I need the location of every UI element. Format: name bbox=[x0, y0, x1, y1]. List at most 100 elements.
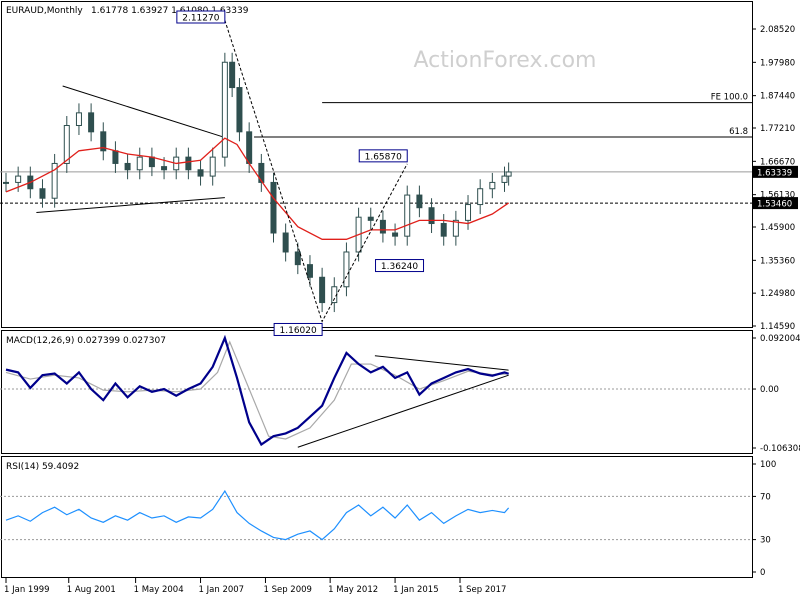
macd-y-tick-label: 0.00 bbox=[760, 385, 779, 395]
candle-body bbox=[331, 286, 338, 304]
annotation-box bbox=[273, 322, 323, 336]
macd-y-tick-label: -0.106308 bbox=[760, 444, 800, 454]
x-tick-label: 1 May 2012 bbox=[328, 585, 378, 595]
candle-body bbox=[306, 264, 313, 278]
rsi-y-tick-label: 70 bbox=[760, 492, 771, 502]
candle-body bbox=[489, 181, 496, 190]
x-tick-label: 1 May 2004 bbox=[134, 585, 184, 595]
candle-body bbox=[246, 131, 253, 164]
candle-body bbox=[452, 219, 459, 237]
candle-body bbox=[270, 181, 277, 234]
candle-body bbox=[3, 181, 9, 184]
candle-body bbox=[236, 87, 243, 133]
moving-average-group bbox=[5, 137, 509, 240]
candle-body bbox=[440, 223, 447, 237]
support-price-tag bbox=[753, 197, 798, 210]
rsi-group bbox=[0, 489, 752, 541]
rsi-y-tick-label: 0 bbox=[760, 568, 765, 578]
x-axis-group: 1 Jan 1999 1 Aug 2001 1 May 2004 1 Jan 2007… bbox=[4, 578, 506, 595]
candle-body bbox=[100, 131, 107, 152]
candle-body bbox=[477, 188, 484, 206]
rsi-panel-frame bbox=[1, 456, 753, 578]
candle-body bbox=[75, 112, 82, 127]
candle-body bbox=[428, 207, 435, 225]
candle-body bbox=[367, 216, 374, 221]
candle-body bbox=[15, 175, 22, 183]
macd-group bbox=[0, 334, 752, 448]
price-y-tick-label: 1.87440 bbox=[760, 92, 795, 102]
candle-body bbox=[39, 188, 46, 199]
support-price-tag-label: 1.53460 bbox=[757, 200, 792, 210]
fe-100-label: FE 100.0 bbox=[711, 93, 748, 103]
triangle-upper-line bbox=[62, 85, 223, 138]
price-y-tick-label: 1.97980 bbox=[760, 58, 795, 68]
macd-signal-line bbox=[5, 340, 509, 440]
candle-body bbox=[379, 219, 386, 234]
annotation-label: 1.65870 bbox=[365, 152, 402, 162]
candle-body bbox=[229, 61, 236, 89]
x-tick-label: 1 Sep 2009 bbox=[263, 585, 311, 595]
price-annotations-group: 2.11270 1.65870 1.36240 1.16020 bbox=[36, 10, 425, 336]
price-y-tick-label: 1.24980 bbox=[760, 289, 795, 299]
annotation-box bbox=[375, 259, 425, 273]
candle-body bbox=[392, 232, 399, 237]
candle-body bbox=[294, 251, 301, 266]
price-y-tick-label: 2.08520 bbox=[760, 25, 795, 35]
annotation-label: 1.36240 bbox=[381, 262, 418, 272]
candle-body bbox=[501, 175, 508, 183]
candle-body bbox=[465, 204, 472, 221]
candle-body bbox=[197, 169, 204, 177]
candle-body bbox=[343, 251, 350, 288]
y-axis-group: 2.08520 1.97980 1.87440 1.77210 1.66670 1.561… bbox=[752, 25, 800, 578]
candle-body bbox=[404, 194, 411, 237]
candle-body bbox=[209, 156, 216, 177]
candle-body bbox=[112, 150, 119, 164]
price-y-tick-label: 1.45900 bbox=[760, 223, 795, 233]
price-reference-lines: 61.8 FE 100.0 bbox=[0, 93, 752, 204]
macd-lower-trendline bbox=[297, 374, 509, 448]
candle-body bbox=[148, 156, 155, 168]
x-tick-label: 1 Jan 2015 bbox=[393, 585, 439, 595]
annotation-label: 2.11270 bbox=[182, 14, 219, 24]
price-y-tick-label: 1.14590 bbox=[760, 322, 795, 332]
candle-body bbox=[319, 276, 326, 304]
candle-body bbox=[221, 61, 228, 158]
price-panel-frame bbox=[1, 1, 753, 328]
macd-upper-trendline bbox=[374, 355, 509, 371]
annotation-box bbox=[176, 10, 226, 24]
annotation-label: 1.16020 bbox=[280, 326, 317, 336]
rsi-title: RSI(14) 59.4092 bbox=[6, 462, 79, 472]
ohlc-label: 1.61778 1.63927 1.61080 1.63339 bbox=[91, 6, 249, 16]
dashed-projection-line bbox=[224, 20, 408, 323]
current-price-tag bbox=[753, 165, 798, 178]
rsi-y-tick-label: 30 bbox=[760, 536, 771, 546]
fib-61-8-label: 61.8 bbox=[729, 127, 748, 137]
candle-body bbox=[124, 162, 131, 171]
price-y-tick-label: 1.35360 bbox=[760, 256, 795, 266]
triangle-lower-line bbox=[36, 197, 225, 213]
macd-title: MACD(12,26,9) 0.027399 0.027307 bbox=[6, 336, 166, 346]
x-tick-label: 1 Jan 2007 bbox=[199, 585, 245, 595]
current-price-tag-label: 1.63339 bbox=[757, 168, 792, 178]
annotation-box bbox=[358, 149, 408, 163]
rsi-line bbox=[5, 489, 510, 541]
x-tick-label: 1 Sep 2017 bbox=[458, 585, 506, 595]
macd-main-line bbox=[5, 334, 509, 447]
candle-body bbox=[51, 162, 58, 199]
x-tick-label: 1 Aug 2001 bbox=[67, 585, 116, 595]
candle-body bbox=[161, 166, 168, 171]
candle-body bbox=[63, 125, 70, 164]
candle-body bbox=[505, 171, 512, 177]
candle-body bbox=[416, 194, 423, 209]
moving-average-line bbox=[5, 137, 509, 240]
rsi-y-tick-label: 100 bbox=[760, 460, 776, 470]
candle-body bbox=[282, 232, 289, 253]
macd-y-tick-label: 0.092004 bbox=[760, 334, 800, 344]
price-y-tick-label: 1.56130 bbox=[760, 191, 795, 201]
price-y-tick-label: 1.66670 bbox=[760, 157, 795, 167]
macd-panel-frame bbox=[1, 330, 753, 454]
candle-body bbox=[185, 156, 192, 171]
candles-group bbox=[3, 52, 512, 313]
